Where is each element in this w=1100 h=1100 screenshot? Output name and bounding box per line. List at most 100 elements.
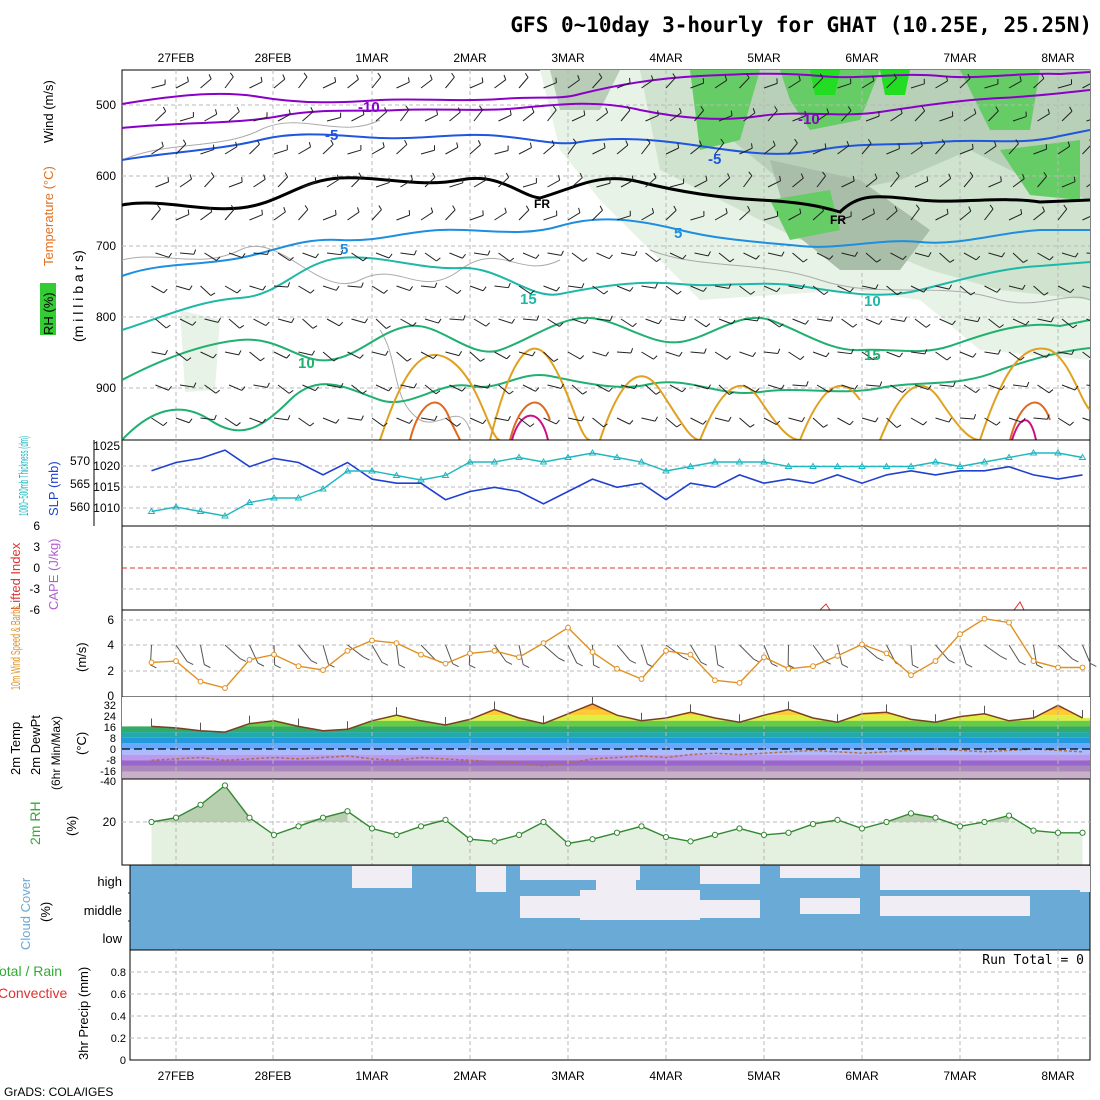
upper-wind-barb-flag <box>579 355 585 360</box>
upper-wind-barb-flag <box>728 283 732 289</box>
upper-wind-barb-flag <box>165 324 171 329</box>
upper-wind-barb <box>1012 116 1027 122</box>
upper-wind-barb <box>694 180 708 188</box>
upper-wind-barb-flag <box>726 355 731 360</box>
upper-wind-barb <box>424 384 437 395</box>
upper-wind-barb <box>420 417 435 421</box>
upper-wind-barb-flag <box>629 77 631 83</box>
upper-wind-barb <box>277 176 289 188</box>
wind-speed-point <box>540 640 547 646</box>
rh-shade-green <box>690 70 760 150</box>
wind-speed-point <box>467 650 473 657</box>
upper-wind-barb <box>1061 252 1076 258</box>
upper-wind-barb-flag <box>703 348 707 354</box>
upper-wind-barb-flag <box>749 423 755 428</box>
wind-barb-flag <box>841 664 849 668</box>
upper-wind-barb <box>718 177 730 188</box>
upper-wind-barb <box>518 285 531 295</box>
cloud-gaps <box>352 866 1090 920</box>
temperature-band <box>122 737 1090 744</box>
upper-wind-barb <box>175 285 190 291</box>
temp-contour-minus10 <box>122 71 1090 105</box>
upper-wind-barb-flag <box>477 140 481 145</box>
upper-wind-barb <box>371 76 382 89</box>
upper-wind-barb-flag <box>707 384 711 390</box>
contour-label: 15 <box>864 347 881 364</box>
temp-contour-5 <box>122 218 1090 277</box>
wind-speed-point <box>1079 664 1086 671</box>
cloud-clear-block <box>880 866 1080 890</box>
rh-area <box>151 785 1083 865</box>
upper-wind-barb-flag <box>1025 320 1030 326</box>
rh-point <box>589 836 596 843</box>
upper-wind-barb <box>469 81 484 89</box>
upper-wind-barb-flag <box>676 423 682 428</box>
upper-wind-barb-flag <box>728 391 734 395</box>
upper-wind-barb-flag <box>558 175 561 181</box>
upper-wind-barb <box>837 285 851 293</box>
upper-wind-barb <box>645 252 657 262</box>
upper-wind-barb-flag <box>452 205 456 211</box>
upper-wind-barb <box>1008 143 1019 155</box>
rh-point <box>760 831 768 839</box>
upper-wind-barb <box>645 384 657 395</box>
thickness-point <box>147 507 156 514</box>
upper-wind-barb <box>1012 318 1026 326</box>
upper-wind-barb <box>645 114 659 122</box>
dewpoint-line <box>151 748 1083 767</box>
upper-wind-barb-flag <box>509 257 515 262</box>
wind-speed-point <box>565 624 571 631</box>
rh-label: RH (%) <box>41 292 56 335</box>
upper-wind-barb-flag <box>876 258 882 263</box>
cloud-clear-block <box>596 866 636 892</box>
upper-wind-barb <box>175 351 188 361</box>
upper-wind-barb <box>1057 83 1072 89</box>
upper-wind-barb <box>984 83 999 89</box>
upper-wind-barb-flag <box>603 142 606 148</box>
upper-wind-barb-flag <box>634 250 638 256</box>
upper-wind-barb <box>298 417 311 427</box>
upper-wind-barb <box>522 182 537 188</box>
upper-wind-barb <box>669 318 684 322</box>
upper-wind-barb-flag <box>656 258 661 263</box>
wind-barb <box>224 644 241 659</box>
thickness-point <box>1005 453 1013 460</box>
upper-wind-barb-flag <box>238 350 242 356</box>
upper-wind-barb-flag <box>926 176 929 182</box>
temp-tick: -16 <box>100 766 116 778</box>
upper-wind-barb-flag <box>629 286 634 292</box>
upper-wind-barb <box>494 79 507 89</box>
lifted-index-panel: 6 3 0 -3 -6 Lifted Index CAPE (J/kg) <box>8 519 1091 617</box>
upper-wind-barb-flag <box>681 387 687 393</box>
upper-wind-barb <box>567 142 577 155</box>
upper-wind-barb <box>445 351 460 357</box>
upper-wind-barb-flag <box>188 418 193 424</box>
upper-wind-barb <box>375 318 387 329</box>
upper-wind-barb <box>371 146 385 155</box>
upper-wind-barb <box>935 80 948 89</box>
upper-wind-barb <box>963 384 977 394</box>
upper-wind-barb-flag <box>1049 256 1054 261</box>
upper-wind-barb-flag <box>385 350 389 356</box>
upper-wind-barb-flag <box>727 173 731 179</box>
cloud-clear-block <box>352 866 412 888</box>
upper-wind-barb <box>1033 417 1048 420</box>
upper-wind-barb-flag <box>729 258 735 263</box>
thickness-point <box>760 458 768 465</box>
upper-wind-barb-flag <box>1046 353 1050 358</box>
upper-wind-barb <box>837 145 850 155</box>
upper-wind-barb <box>1037 384 1050 394</box>
wind-speed-point <box>761 654 767 661</box>
upper-wind-barb-flag <box>915 204 920 210</box>
wind-speed-point <box>246 656 253 663</box>
wind-speed-point <box>197 678 204 685</box>
upper-wind-barb <box>571 177 583 188</box>
upper-wind-barb-flag <box>1069 421 1074 426</box>
upper-wind-barb-flag <box>854 251 858 257</box>
wind-barb-flag <box>717 664 724 669</box>
upper-wind-barb-flag <box>946 356 952 361</box>
upper-wind-barb-flag <box>582 390 588 395</box>
upper-wind-barb-flag <box>897 291 902 296</box>
upper-wind-barb <box>616 417 630 425</box>
upper-wind-barb <box>228 181 243 188</box>
